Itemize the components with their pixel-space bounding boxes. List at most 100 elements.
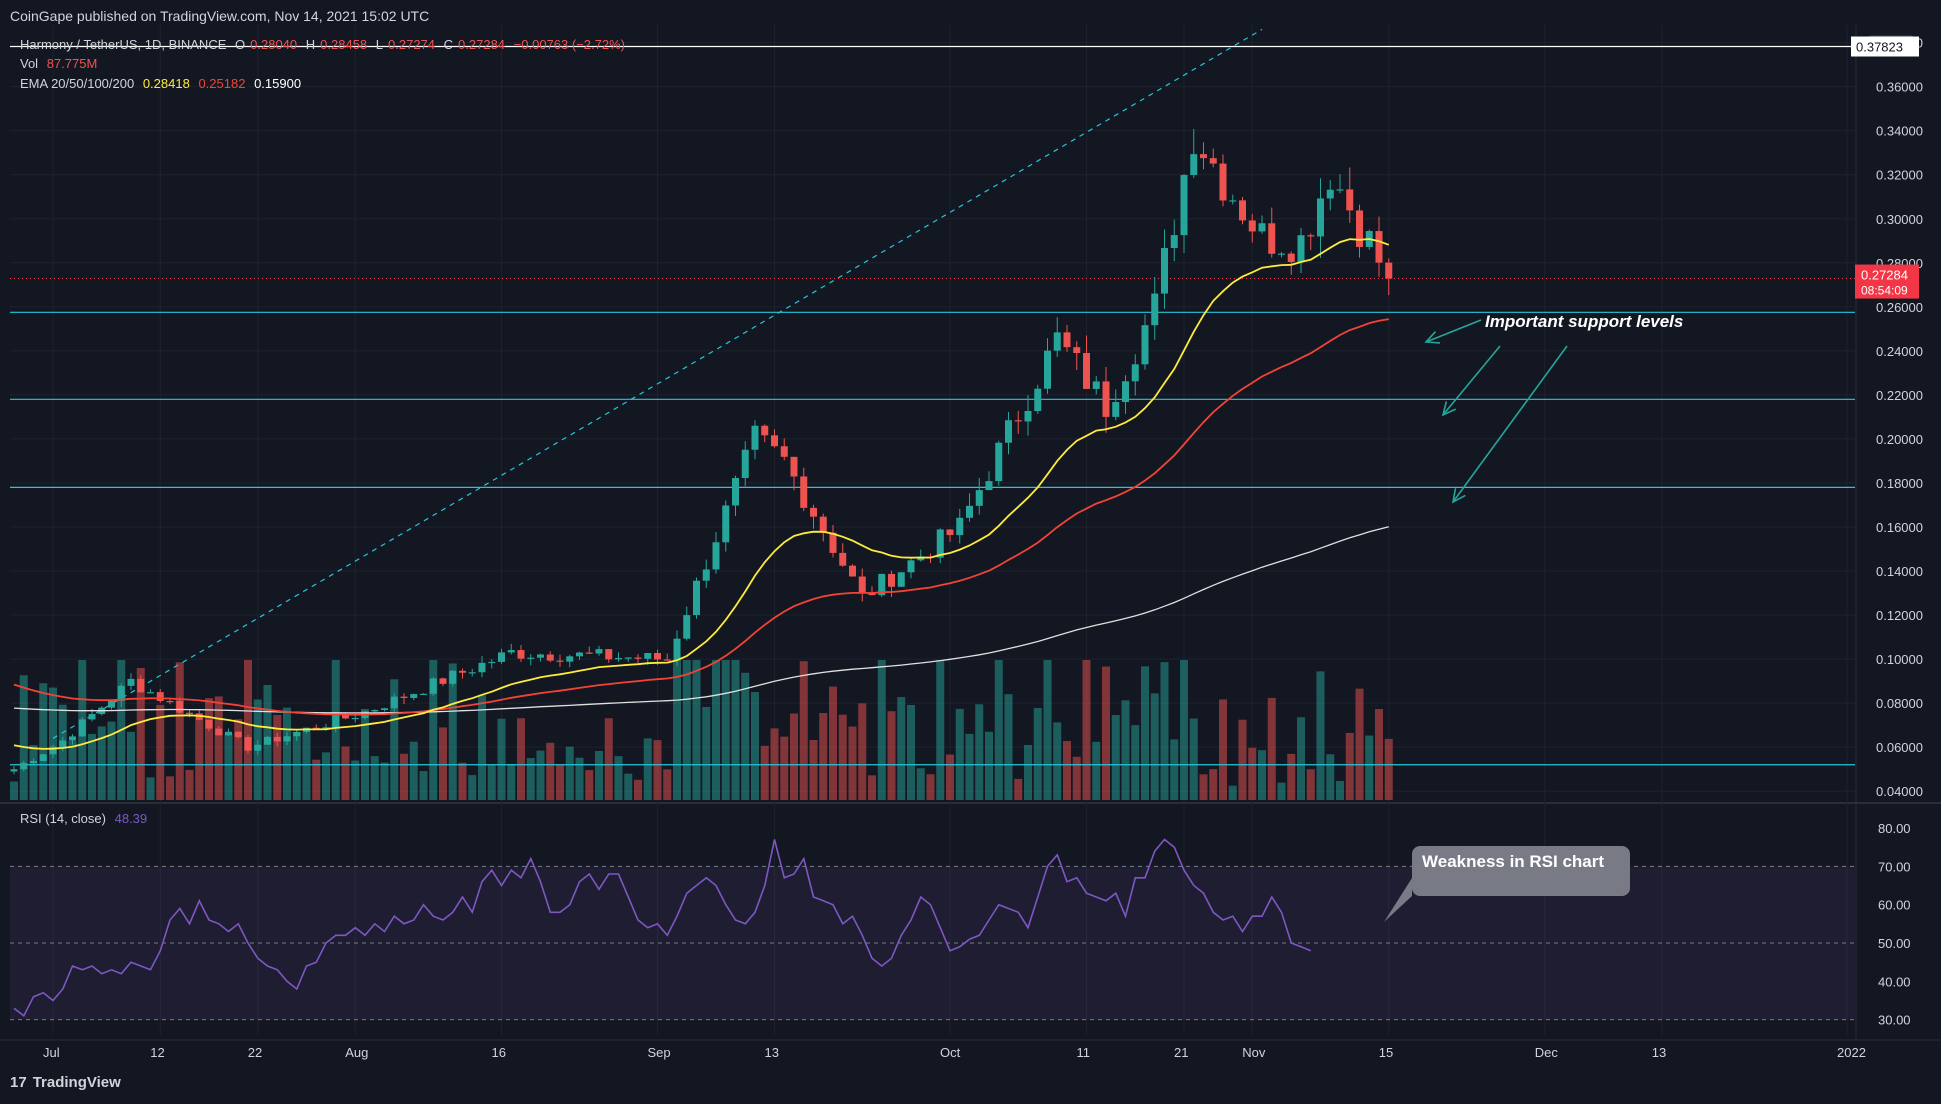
volume-legend: Vol 87.775M [20, 56, 102, 71]
volume-bar [478, 695, 486, 800]
volume-bar [926, 774, 935, 800]
candle-body [849, 565, 856, 577]
candle-body [517, 650, 525, 659]
volume-bar [1326, 754, 1335, 800]
volume-bar [1306, 769, 1315, 800]
volume-bar [234, 719, 243, 800]
volume-bar [88, 733, 96, 800]
candle-body [342, 715, 349, 719]
volume-bar [858, 703, 867, 800]
price-tick-label: 0.08000 [1876, 696, 1923, 711]
tradingview-logo[interactable]: 17 TradingView [10, 1074, 121, 1091]
candle-body [293, 731, 301, 737]
candle-body [215, 728, 223, 736]
volume-bar [1238, 719, 1247, 800]
volume-bar [409, 741, 418, 800]
candle-body [108, 700, 115, 708]
candle-body [1073, 347, 1081, 353]
candle-body [1258, 223, 1266, 232]
volume-bar [1121, 700, 1130, 800]
volume-bar [58, 704, 67, 800]
volume-bar [1248, 747, 1257, 800]
rsi-tick-label: 40.00 [1878, 974, 1911, 989]
volume-bar [1033, 707, 1042, 800]
candle-body [985, 481, 993, 491]
candle-body [946, 529, 954, 536]
volume-bar [897, 697, 906, 800]
volume-bar [1375, 708, 1383, 800]
support-annotation: Important support levels [1485, 312, 1684, 331]
candle-body [127, 678, 135, 686]
volume-bar [1384, 738, 1393, 800]
candle-body [1063, 332, 1071, 348]
price-tick-label: 0.32000 [1876, 168, 1923, 183]
candle-body [117, 685, 125, 701]
candle-body [273, 736, 281, 742]
candle-body [1151, 293, 1159, 326]
volume-bar [136, 667, 145, 800]
time-tick-label: 21 [1174, 1045, 1188, 1060]
low-value: 0.27274 [388, 37, 436, 52]
candle-body [1346, 189, 1354, 211]
volume-bar [936, 660, 945, 800]
candle-body [468, 672, 476, 674]
candle-body [1385, 262, 1393, 279]
tradingview-mark-icon: 17 [10, 1074, 27, 1091]
candle-body [995, 442, 1003, 482]
candle-body [624, 657, 632, 659]
candle-body [663, 659, 671, 661]
rsi-legend: RSI (14, close) 48.39 [20, 811, 152, 826]
volume-bar [760, 745, 769, 800]
candle-body [420, 693, 427, 695]
price-tick-label: 0.06000 [1876, 740, 1923, 755]
volume-bar [1365, 735, 1374, 800]
volume-bar [1209, 769, 1218, 800]
time-tick-label: 13 [765, 1045, 779, 1060]
candle-body [1034, 388, 1042, 412]
candle-body [88, 714, 96, 720]
time-tick-label: 12 [150, 1045, 164, 1060]
candle-body [371, 710, 379, 712]
volume-bar [468, 775, 477, 800]
candle-body [780, 446, 788, 457]
candle-body [683, 615, 691, 639]
candle-body [410, 694, 418, 698]
volume-bar [224, 733, 233, 800]
candle-body [1170, 235, 1178, 248]
volume-bar [614, 756, 623, 800]
time-tick-label: Sep [648, 1045, 671, 1060]
volume-bar [380, 762, 389, 800]
annotation-arrow-head [1441, 401, 1457, 417]
high-value: 0.28458 [320, 37, 368, 52]
candle-body [1044, 350, 1051, 389]
rsi-tick-label: 70.00 [1878, 859, 1911, 874]
candle-body [429, 678, 437, 694]
rsi-tick-label: 30.00 [1878, 1013, 1911, 1028]
candle-body [186, 712, 193, 714]
volume-bar [322, 752, 330, 800]
annotation-arrow [1442, 345, 1501, 416]
candle-body [205, 719, 213, 729]
candle-body [546, 654, 554, 661]
candle-body [390, 696, 398, 709]
volume-bar [994, 660, 1003, 800]
rsi-tick-label: 50.00 [1878, 936, 1911, 951]
volume-bar [731, 660, 740, 800]
candle-body [858, 576, 866, 593]
volume-bar [1277, 782, 1286, 800]
volume-bar [1199, 774, 1208, 800]
volume-bar [419, 771, 428, 800]
volume-bar [565, 746, 574, 800]
volume-bar [1092, 741, 1101, 800]
volume-bar [1004, 694, 1013, 800]
volume-bar [819, 713, 828, 800]
volume-bar [97, 726, 106, 800]
volume-bar [663, 769, 672, 800]
volume-bar [887, 711, 896, 800]
candle-body [1005, 420, 1012, 443]
candle-body [1141, 325, 1149, 365]
volume-bar [1345, 732, 1354, 800]
volume-bar [127, 731, 135, 800]
annotation-arrow-head [1451, 488, 1466, 504]
